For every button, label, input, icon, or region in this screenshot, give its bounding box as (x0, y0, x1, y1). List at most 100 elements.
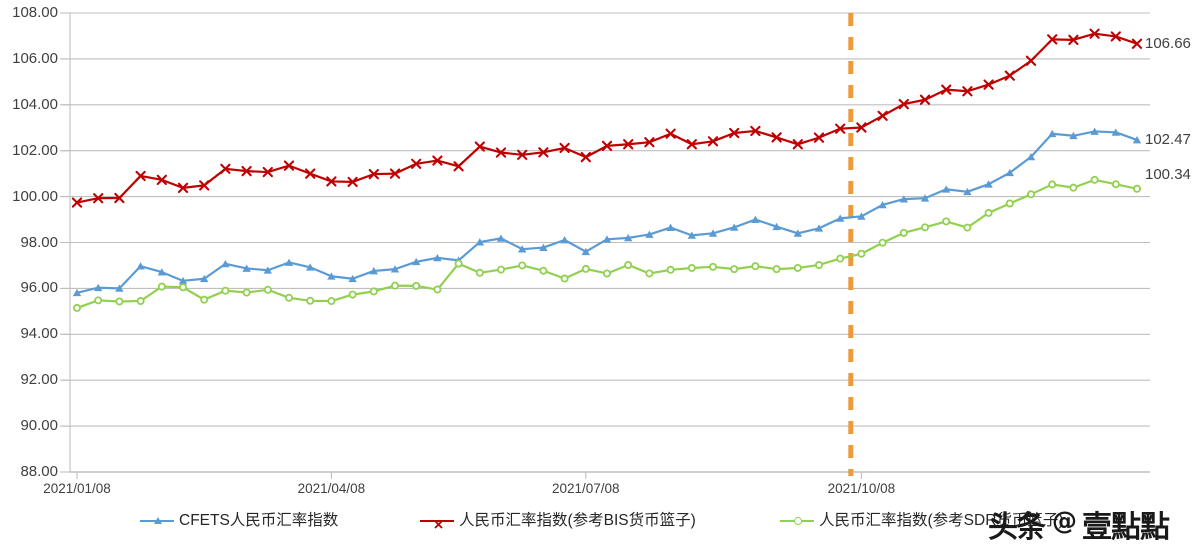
y-axis-tick-label: 94.00 (20, 325, 58, 343)
data-point-marker (793, 229, 802, 237)
data-point-marker (941, 84, 952, 95)
data-point-marker (772, 222, 781, 231)
data-point-marker (665, 128, 676, 139)
data-point-marker (857, 249, 866, 258)
legend-item-label: 人民币汇率指数(参考BIS货币篮子) (459, 512, 696, 529)
data-point-marker (772, 265, 781, 274)
data-point-marker (836, 214, 845, 222)
data-point-marker (919, 94, 931, 105)
data-point-marker (815, 260, 824, 269)
data-point-marker (115, 297, 124, 306)
data-point-marker (878, 200, 887, 209)
y-axis-tick-label: 108.00 (12, 4, 58, 21)
data-point-marker (1110, 31, 1121, 42)
data-point-marker (284, 258, 294, 266)
legend-item-sdr[interactable]: 人民币汇率指数(参考SDR货币篮子) (780, 513, 1064, 529)
y-axis-tick-label: 88.00 (20, 463, 58, 480)
data-point-marker (369, 267, 378, 275)
data-point-marker (730, 223, 739, 231)
data-point-marker (1005, 199, 1014, 208)
axes (62, 12, 1150, 479)
data-point-marker (348, 290, 357, 299)
data-point-marker (433, 253, 442, 262)
y-axis-tick-label: 102.00 (12, 141, 58, 159)
data-point-marker (263, 285, 272, 294)
data-point-marker (412, 257, 421, 266)
data-point-marker (1026, 152, 1036, 161)
data-point-marker (220, 163, 231, 174)
data-point-marker (751, 215, 760, 223)
data-point-marker (495, 147, 507, 158)
y-axis-tick-label: 106.00 (12, 49, 58, 67)
data-point-marker (178, 283, 187, 292)
series-cfets (72, 127, 1142, 297)
data-point-marker (306, 296, 315, 305)
data-point-marker (453, 161, 464, 172)
data-point-marker (751, 262, 760, 271)
data-point-marker (178, 276, 188, 285)
data-point-marker (603, 269, 612, 278)
data-point-marker (601, 140, 613, 152)
data-point-marker (518, 261, 527, 270)
legend-item-bis[interactable]: 人民币汇率指数(参考BIS货币篮子) (420, 513, 696, 529)
data-point-marker (115, 284, 124, 292)
legend-item-cfets[interactable]: CFETS人民币汇率指数 (140, 513, 338, 529)
data-point-marker (623, 139, 634, 150)
data-point-marker (73, 303, 82, 312)
data-point-marker (560, 236, 569, 244)
data-point-marker (1090, 127, 1099, 135)
data-point-marker (729, 127, 740, 139)
data-point-marker (539, 266, 548, 275)
data-point-marker (750, 125, 761, 137)
data-point-marker (432, 155, 443, 166)
y-axis-tick-label: 96.00 (20, 279, 58, 297)
data-point-marker (856, 122, 867, 133)
data-point-marker (327, 272, 336, 280)
data-point-marker (94, 296, 103, 305)
data-point-marker (454, 259, 463, 268)
data-point-marker (199, 180, 210, 191)
data-point-marker (1048, 129, 1057, 138)
data-point-marker (877, 110, 888, 121)
legend-item-label: 人民币汇率指数(参考SDR货币篮子) (819, 512, 1064, 529)
series-end-label: 102.47 (1145, 130, 1191, 148)
data-point-marker (306, 263, 315, 271)
data-point-marker (942, 217, 951, 226)
data-point-marker (835, 123, 846, 134)
data-point-marker (580, 151, 591, 163)
data-point-marker (283, 160, 295, 171)
y-axis-tick-label: 92.00 (20, 371, 58, 389)
data-point-marker (1111, 180, 1120, 189)
data-point-marker (963, 187, 972, 196)
data-point-marker (433, 285, 442, 294)
data-point-marker (560, 274, 569, 283)
legend-swatch-circle-icon (780, 515, 814, 527)
data-point-marker (857, 212, 866, 220)
data-point-marker (284, 293, 293, 302)
data-point-marker (602, 235, 612, 243)
data-point-marker (517, 149, 528, 160)
data-point-marker (156, 174, 167, 185)
data-point-marker (709, 262, 718, 271)
data-point-marker (72, 288, 82, 297)
data-point-marker (730, 265, 739, 274)
series-line (75, 130, 1139, 294)
data-point-marker (920, 194, 930, 202)
data-point-marker (177, 182, 189, 194)
data-point-marker (984, 208, 993, 217)
data-point-marker (1048, 180, 1057, 189)
data-point-marker (814, 224, 824, 232)
y-axis-tick-label: 100.00 (12, 187, 58, 205)
x-axis-tick-label: 2021/01/08 (43, 481, 111, 496)
data-point-marker (242, 264, 251, 272)
data-point-marker (813, 132, 825, 143)
data-point-marker (496, 265, 505, 274)
data-point-marker (686, 139, 697, 150)
data-point-marker (136, 262, 145, 270)
data-point-marker (136, 297, 145, 306)
data-point-marker (942, 185, 951, 193)
data-point-marker (792, 139, 803, 150)
data-point-marker (1027, 190, 1036, 199)
data-point-marker (114, 192, 125, 204)
